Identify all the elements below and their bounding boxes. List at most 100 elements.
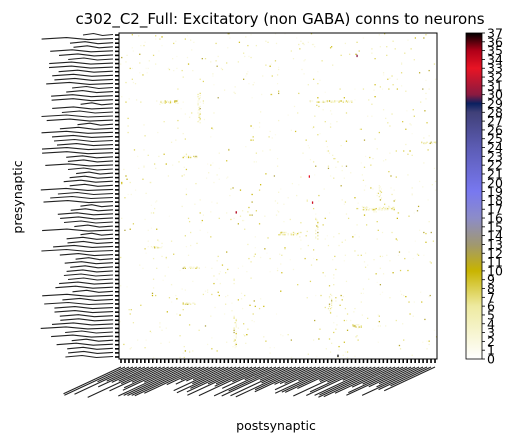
heatmap-cell: [321, 60, 323, 62]
heatmap-cell: [197, 93, 199, 96]
row-label-glyphs: [65, 330, 113, 334]
chart-title: c302_C2_Full: Excitatory (non GABA) conn…: [75, 10, 484, 29]
heatmap-cell: [343, 97, 345, 99]
heatmap-cell: [191, 49, 193, 51]
heatmap-cell: [303, 73, 305, 75]
heatmap-cell: [161, 242, 163, 245]
heatmap-cell: [253, 81, 255, 84]
heatmap-cell: [433, 167, 436, 170]
heatmap-cell: [312, 249, 315, 251]
heatmap-cell: [333, 274, 335, 276]
row-label-glyphs: [65, 354, 114, 359]
heatmap-cell: [213, 84, 215, 86]
heatmap-cell: [287, 232, 289, 235]
column-label-glyphs: [106, 366, 138, 382]
heatmap-cell: [163, 121, 165, 123]
row-label-glyphs: [49, 61, 114, 65]
heatmap-cell: [341, 165, 343, 167]
heatmap-cell: [219, 282, 221, 285]
heatmap-cell: [269, 65, 271, 67]
heatmap-cell: [361, 314, 363, 316]
heatmap-cell: [425, 92, 427, 95]
heatmap-cell: [412, 109, 414, 111]
heatmap-cell: [244, 335, 246, 337]
column-label-glyphs: [279, 366, 316, 385]
heatmap-cell: [335, 166, 337, 168]
heatmap-cell: [284, 33, 286, 35]
heatmap-cell: [211, 337, 213, 339]
heatmap-cell: [284, 232, 286, 235]
heatmap-cell: [341, 299, 343, 301]
heatmap-cell: [426, 348, 428, 350]
heatmap-cell: [362, 37, 365, 39]
heatmap-cell: [346, 101, 349, 103]
heatmap-cell: [278, 234, 280, 236]
heatmap-cell: [259, 256, 262, 259]
heatmap-cell: [285, 231, 287, 234]
heatmap-cell: [356, 207, 358, 210]
heatmap-cell: [245, 342, 247, 344]
heatmap-cell: [169, 101, 172, 103]
heatmap-cell: [369, 207, 371, 210]
heatmap-cell: [265, 340, 267, 342]
heatmap-cell: [231, 310, 233, 312]
heatmap-cell: [190, 39, 192, 41]
row-label-glyphs: [41, 147, 114, 151]
row-label-glyphs: [67, 167, 113, 171]
heatmap-cell: [374, 209, 376, 211]
heatmap-cell: [144, 248, 146, 250]
heatmap-cell: [307, 244, 309, 247]
heatmap-cell: [233, 282, 235, 285]
heatmap-cell: [300, 222, 302, 224]
heatmap-cell: [127, 125, 129, 127]
heatmap-cell: [218, 167, 220, 170]
heatmap-cell: [155, 63, 157, 65]
heatmap-cell: [238, 41, 241, 43]
heatmap-cell: [172, 101, 174, 103]
heatmap-cell: [144, 218, 146, 221]
heatmap-cell: [195, 156, 197, 159]
heatmap-cell: [353, 311, 355, 313]
heatmap-cell: [243, 334, 245, 336]
heatmap-cell: [385, 207, 387, 210]
heatmap-cell: [324, 101, 326, 103]
heatmap-cell: [216, 174, 218, 176]
heatmap-cell: [198, 114, 200, 116]
heatmap-cell: [126, 54, 128, 57]
heatmap-cell: [395, 319, 397, 322]
heatmap-cell: [271, 75, 273, 77]
heatmap-cell: [387, 207, 389, 210]
heatmap-cell: [291, 182, 294, 185]
row-label-glyphs: [42, 293, 114, 297]
heatmap-cell: [316, 104, 318, 107]
heatmap-cell: [312, 43, 315, 46]
heatmap-cell: [391, 75, 393, 77]
heatmap-cell: [315, 237, 317, 239]
heatmap-cell: [354, 325, 356, 327]
heatmap-cell: [434, 189, 437, 191]
row-label-glyphs: [64, 261, 114, 265]
heatmap-cell: [376, 148, 378, 150]
heatmap-cell: [362, 179, 365, 181]
heatmap-cell: [405, 90, 407, 92]
heatmap-cell: [282, 335, 284, 337]
heatmap-cell: [349, 101, 351, 103]
heatmap-cell: [218, 294, 220, 297]
row-label-glyphs: [72, 85, 114, 90]
heatmap-cell: [331, 100, 333, 102]
heatmap-cell: [428, 340, 430, 342]
heatmap-cell: [337, 354, 339, 356]
heatmap-cell: [200, 222, 202, 224]
heatmap-cell: [426, 340, 428, 342]
row-label-glyphs: [52, 106, 114, 110]
heatmap-cell: [338, 101, 340, 103]
heatmap-cell: [317, 226, 319, 228]
heatmap-cell: [360, 128, 362, 130]
heatmap-cell: [182, 156, 184, 159]
heatmap-cell: [183, 166, 185, 168]
heatmap-cell: [380, 188, 383, 190]
heatmap-cell: [407, 269, 409, 272]
heatmap-cell: [409, 150, 411, 152]
heatmap-cell: [372, 188, 374, 190]
heatmap-cell: [347, 100, 350, 102]
